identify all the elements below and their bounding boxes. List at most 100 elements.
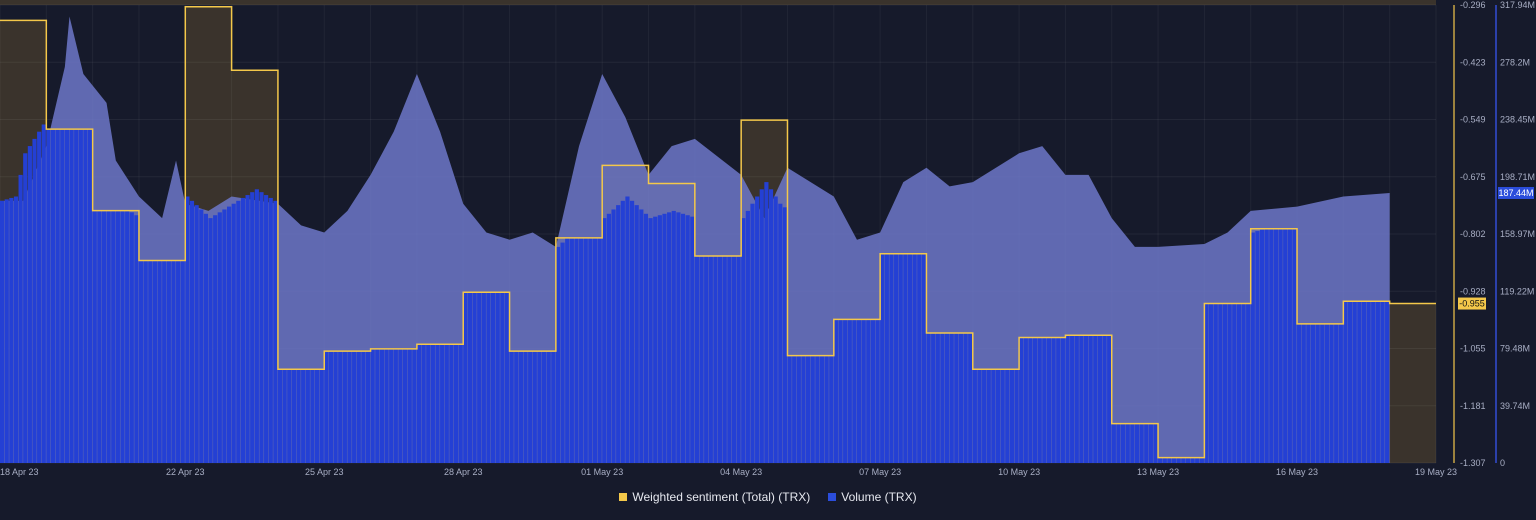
volume-bar (921, 253, 926, 463)
volume-bar (792, 355, 797, 463)
volume-bar (1097, 335, 1103, 463)
volume-bar (1334, 323, 1339, 463)
volume-bar (1134, 423, 1140, 463)
volume-bar (1255, 231, 1260, 463)
volume-bar (157, 260, 162, 463)
volume-bar (648, 218, 653, 463)
volume-bar (338, 351, 343, 463)
volume-bar (551, 351, 556, 463)
sentiment-tick-label: -0.296 (1460, 0, 1486, 10)
volume-bar (1005, 369, 1010, 463)
volume-bar (416, 344, 422, 463)
volume-bar (60, 129, 65, 464)
volume-bar (815, 355, 820, 463)
volume-bar (180, 260, 185, 463)
volume-bar (342, 351, 347, 463)
volume-bar (1352, 301, 1357, 463)
volume-bar (296, 369, 301, 463)
volume-bar (1361, 301, 1367, 463)
volume-bar (894, 253, 899, 463)
x-tick-label: 01 May 23 (581, 467, 623, 477)
volume-bar (931, 332, 936, 463)
volume-bar (1074, 335, 1079, 463)
volume-bar (574, 237, 579, 463)
volume-bar (1111, 423, 1116, 463)
volume-bar (37, 131, 42, 463)
volume-bar (764, 182, 769, 463)
legend-item-sentiment[interactable]: Weighted sentiment (Total) (TRX) (619, 490, 810, 504)
volume-bar (773, 196, 778, 463)
volume-bar (217, 212, 222, 463)
x-tick-label: 28 Apr 23 (444, 467, 483, 477)
volume-bar (1037, 337, 1042, 463)
volume-bar (88, 129, 93, 464)
volume-bar (963, 332, 968, 463)
volume-bar (657, 215, 662, 463)
volume-bar (861, 319, 866, 463)
sentiment-tick-label: -0.423 (1460, 57, 1486, 67)
volume-bar (1310, 323, 1316, 463)
volume-bar (27, 146, 32, 464)
volume-bar (625, 196, 630, 463)
volume-bar (750, 203, 755, 463)
volume-bar (1347, 301, 1353, 463)
chart-svg: -0.296 -0.423 -0.549 -0.675 -0.802 -0.928 -1.0… (0, 0, 1535, 477)
volume-bar (1315, 323, 1320, 463)
volume-bar (426, 344, 431, 463)
volume-bar (731, 255, 737, 463)
volume-tick-label: 198.71M (1500, 172, 1535, 182)
volume-bar (481, 292, 486, 463)
volume-bar (1250, 232, 1255, 463)
volume-bar (611, 209, 616, 463)
volume-tick-label: 79.48M (1500, 344, 1530, 354)
volume-tick-label: 278.2M (1500, 57, 1530, 67)
volume-bar (806, 355, 811, 463)
volume-bar (504, 292, 510, 463)
volume-bar (972, 369, 977, 463)
volume-bar (412, 348, 417, 463)
volume-bar (643, 213, 649, 463)
volume-bar (166, 260, 171, 463)
volume-bar (333, 351, 338, 463)
volume-bar (1301, 323, 1306, 463)
sentiment-tick-label: -1.307 (1460, 458, 1486, 468)
volume-bar (1121, 423, 1126, 463)
volume-bar (602, 218, 607, 463)
volume-bar (421, 344, 426, 463)
volume-bar (537, 351, 542, 463)
volume-bar (1167, 457, 1172, 463)
volume-bar (718, 255, 723, 463)
volume-bar (203, 213, 208, 463)
volume-bar (866, 319, 871, 463)
volume-bar (629, 200, 635, 463)
volume-bar (898, 253, 903, 463)
legend-item-volume[interactable]: Volume (TRX) (828, 490, 917, 504)
x-tick-label: 19 May 23 (1415, 467, 1457, 477)
volume-bar (458, 344, 463, 463)
volume-bar (324, 351, 329, 463)
volume-bar (1209, 303, 1214, 463)
sentiment-tick-label: -1.055 (1460, 344, 1486, 354)
volume-bar (880, 253, 885, 463)
volume-bar (1083, 335, 1089, 463)
volume-value-badge (1498, 186, 1534, 199)
volume-bar (264, 195, 269, 463)
volume-bar (1144, 423, 1149, 463)
sentiment-tick-label: -0.549 (1460, 115, 1486, 125)
volume-bar (245, 195, 250, 463)
volume-bar (843, 319, 848, 463)
volume-bar (4, 199, 9, 463)
volume-bar (50, 129, 56, 464)
volume-bar (685, 215, 690, 463)
volume-bar (231, 203, 236, 463)
volume-bar (616, 205, 621, 464)
volume-bar (838, 319, 843, 463)
volume-bar (101, 210, 107, 463)
volume-bar (1181, 457, 1186, 463)
volume-tick-label: 0 (1500, 458, 1505, 468)
volume-bar (722, 255, 727, 463)
volume-bar (1199, 457, 1204, 463)
volume-bar (588, 237, 593, 463)
volume-bar (1000, 369, 1005, 463)
volume-bar (569, 237, 574, 463)
